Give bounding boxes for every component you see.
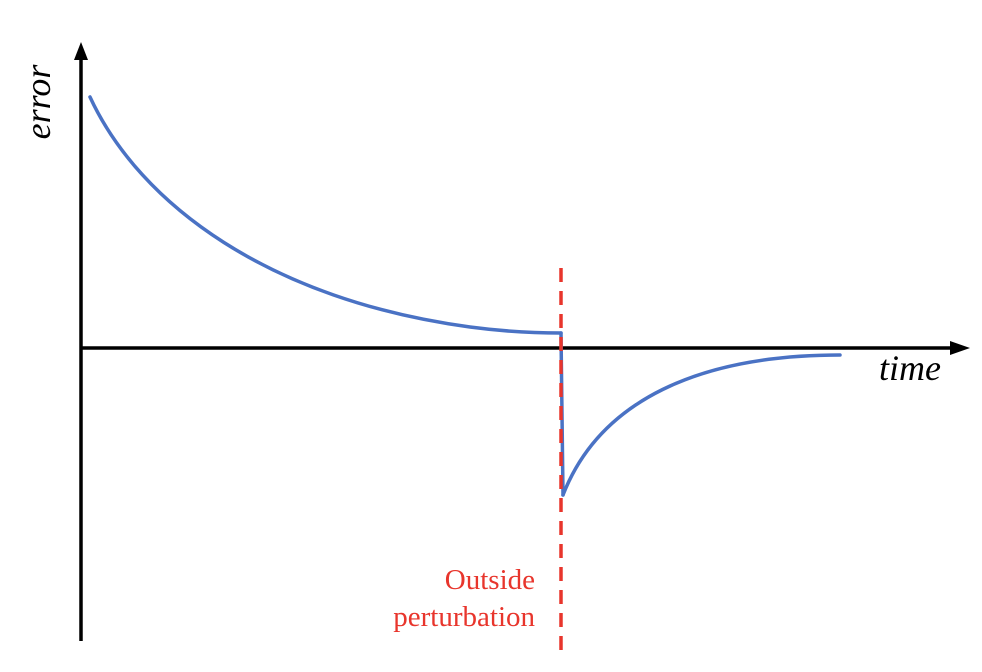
y-axis-label: error xyxy=(18,64,58,140)
perturbation-label-line2: perturbation xyxy=(393,601,535,633)
error-curve-recovery xyxy=(561,353,842,497)
perturbation-label-line1: Outside xyxy=(445,564,535,596)
error-curve-decay xyxy=(88,95,563,335)
y-axis-arrowhead xyxy=(74,42,88,60)
x-axis-arrowhead xyxy=(950,341,970,355)
x-axis-label: time xyxy=(879,348,941,388)
